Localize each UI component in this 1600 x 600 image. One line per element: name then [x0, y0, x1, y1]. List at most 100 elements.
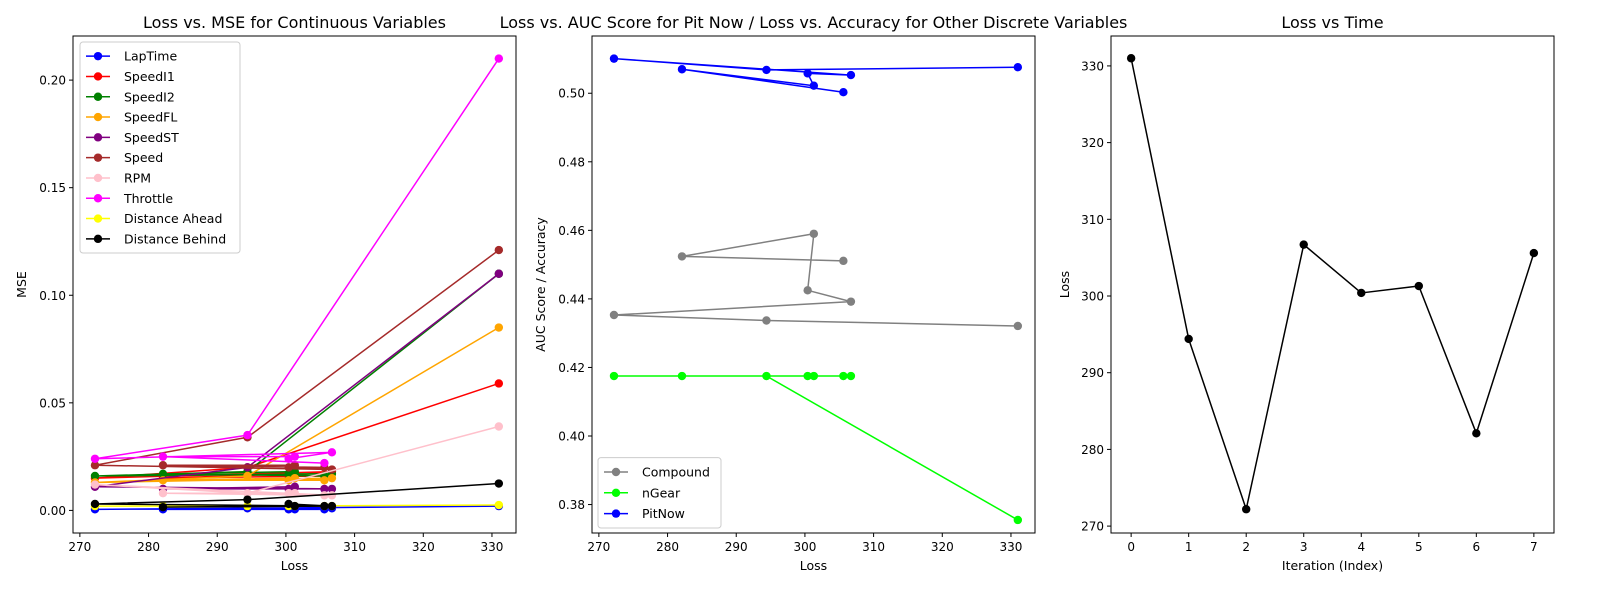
- legend-entry: Compound: [604, 465, 710, 480]
- y-tick-label: 0.20: [39, 74, 66, 88]
- y-tick-label: 0.05: [39, 396, 66, 410]
- data-point: [327, 473, 337, 483]
- series-line: [613, 233, 1018, 327]
- x-tick-label: 290: [206, 540, 229, 554]
- data-point: [158, 489, 168, 498]
- legend-label: Distance Ahead: [124, 211, 222, 226]
- data-point: [494, 323, 504, 332]
- legend: Compound nGear PitNow: [597, 457, 722, 529]
- x-tick-label: 290: [725, 540, 748, 554]
- data-point: [803, 286, 812, 295]
- x-axis-label: Loss: [800, 558, 827, 573]
- series-line: [94, 482, 499, 508]
- data-point: [1242, 505, 1251, 514]
- y-axis-label: Loss: [1057, 271, 1072, 298]
- x-tick-label: 0: [1127, 540, 1135, 554]
- x-tick-label: 300: [793, 540, 816, 554]
- legend-label: Speed: [124, 150, 163, 165]
- y-tick-label: 0.38: [558, 498, 585, 512]
- data-point: [327, 491, 337, 500]
- series-pitnow: [609, 54, 1023, 97]
- data-point: [494, 245, 504, 255]
- series-line: [613, 57, 1018, 93]
- data-point: [1357, 288, 1366, 298]
- axes-frame: [72, 35, 517, 534]
- series-line: [94, 505, 499, 511]
- legend-label: SpeedI1: [124, 69, 175, 84]
- legend-label: Throttle: [123, 191, 173, 206]
- series-ngear: [609, 371, 1023, 525]
- data-point: [90, 480, 100, 489]
- series-line: [94, 425, 500, 497]
- x-tick-label: 310: [862, 540, 885, 554]
- data-point: [1126, 54, 1136, 63]
- data-point: [803, 69, 812, 78]
- data-point: [1013, 515, 1023, 525]
- x-tick-label: 6: [1473, 540, 1481, 554]
- data-point: [494, 54, 504, 63]
- y-tick-label: 280: [1081, 443, 1104, 457]
- x-tick-label: 4: [1357, 540, 1365, 554]
- x-axis-label: Loss: [281, 558, 308, 573]
- data-point: [762, 65, 771, 75]
- mse-panel: Loss vs. MSE for Continuous Variables 270…: [14, 13, 517, 573]
- x-axis-label: Iteration (Index): [1282, 558, 1383, 573]
- x-tick-label: 270: [68, 540, 91, 554]
- legend-entry: RPM: [86, 170, 151, 185]
- legend-box: [597, 457, 722, 529]
- y-tick-label: 290: [1081, 366, 1104, 380]
- series-distance-behind: [90, 479, 504, 512]
- x-tick-label: 280: [137, 540, 160, 554]
- legend-entry: SpeedI1: [86, 69, 175, 84]
- data-point: [1414, 281, 1424, 291]
- legend-swatch-marker: [93, 112, 103, 122]
- data-point: [846, 371, 856, 381]
- x-tick-label: 320: [931, 540, 954, 554]
- data-point: [290, 461, 300, 470]
- data-point: [809, 229, 819, 238]
- data-point: [320, 476, 329, 485]
- x-tick-label: 270: [587, 540, 610, 554]
- data-point: [90, 471, 100, 481]
- data-point: [327, 484, 337, 494]
- chart-title: Loss vs. AUC Score for Pit Now / Loss vs…: [500, 13, 1128, 32]
- data-point: [243, 495, 252, 504]
- data-point: [320, 484, 329, 494]
- data-point: [290, 482, 300, 491]
- data-point: [243, 471, 252, 481]
- data-point: [762, 371, 771, 381]
- legend-entry: nGear: [604, 485, 681, 500]
- data-point: [1013, 321, 1023, 331]
- data-point: [1013, 62, 1023, 72]
- series-throttle: [90, 54, 504, 468]
- x-tick-label: 7: [1530, 540, 1538, 554]
- legend-label: Compound: [642, 465, 710, 480]
- data-point: [839, 371, 848, 381]
- legend-entry: LapTime: [86, 49, 177, 64]
- series-line: [1130, 58, 1535, 510]
- auc-accuracy-panel: Loss vs. AUC Score for Pit Now / Loss vs…: [500, 13, 1128, 573]
- data-point: [609, 54, 619, 63]
- legend: LapTime SpeedI1 SpeedI2 SpeedFL SpeedST Speed…: [79, 41, 241, 254]
- legend-entry: Speed: [86, 150, 163, 165]
- legend-entry: PitNow: [604, 506, 685, 521]
- legend-swatch-marker: [93, 173, 103, 183]
- data-point: [846, 70, 856, 80]
- legend-swatch-marker: [611, 509, 621, 518]
- chart-title: Loss vs Time: [1281, 13, 1383, 32]
- x-tick-label: 280: [656, 540, 679, 554]
- data-point: [1184, 334, 1193, 344]
- y-tick-label: 270: [1081, 520, 1104, 534]
- data-point: [320, 501, 329, 511]
- data-point: [320, 458, 329, 468]
- y-tick-label: 0.10: [39, 289, 66, 303]
- x-tick-label: 310: [343, 540, 366, 554]
- data-point: [1299, 240, 1308, 249]
- x-tick-label: 330: [481, 540, 504, 554]
- y-axis-label: AUC Score / Accuracy: [533, 217, 548, 352]
- data-point: [846, 297, 856, 306]
- legend-swatch-marker: [93, 133, 103, 142]
- y-tick-label: 0.46: [558, 224, 585, 238]
- data-point: [494, 379, 504, 388]
